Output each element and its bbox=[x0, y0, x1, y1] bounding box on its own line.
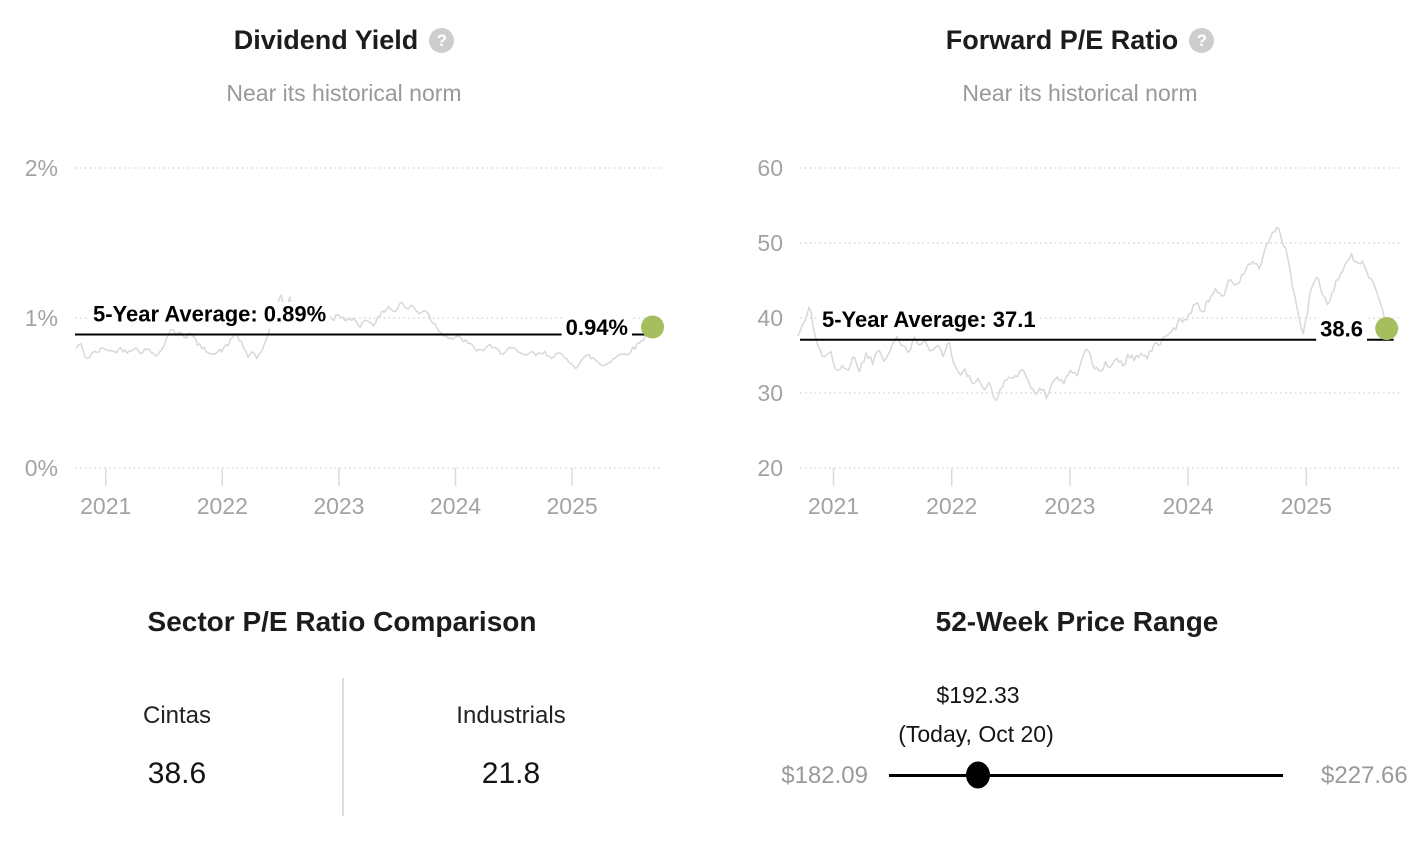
question-mark-icon[interactable]: ? bbox=[1189, 27, 1215, 53]
x-tick-label: 2021 bbox=[808, 493, 859, 519]
series-line bbox=[75, 294, 654, 370]
sector-pe-value: 21.8 bbox=[481, 757, 541, 790]
x-tick-label: 2021 bbox=[80, 493, 131, 519]
x-tick-label: 2023 bbox=[313, 493, 364, 519]
x-tick-label: 2023 bbox=[1044, 493, 1095, 519]
forward-pe-ratio-plot: 60 50 40 30 20 2021 2022 2023 2024 2025 5-Year Ave… bbox=[757, 155, 1400, 519]
x-tick-label: 2024 bbox=[430, 493, 481, 519]
section-title: Sector P/E Ratio Comparison bbox=[147, 606, 537, 637]
x-tick-label: 2025 bbox=[547, 493, 598, 519]
company-name-label: Cintas bbox=[142, 702, 212, 729]
average-label: 5-Year Average: 0.89% bbox=[93, 302, 326, 327]
chart-subtitle: Near its historical norm bbox=[962, 80, 1198, 106]
average-label-bg bbox=[89, 301, 331, 329]
current-value-label-bg bbox=[561, 315, 632, 343]
average-label: 5-Year Average: 37.1 bbox=[822, 307, 1036, 332]
dividend-yield-header: Dividend Yield ? Near its historical nor… bbox=[0, 22, 688, 107]
current-price-marker[interactable] bbox=[966, 761, 990, 789]
section-title: 52-Week Price Range bbox=[935, 606, 1219, 637]
chart-title: Dividend Yield bbox=[233, 24, 419, 55]
chart-subtitle: Near its historical norm bbox=[226, 80, 462, 106]
forward-pe-header: Forward P/E Ratio ? Near its historical … bbox=[736, 22, 1424, 107]
dividend-yield-plot: 2% 1% 0% 2021 2022 2023 2024 2025 5-Year Average… bbox=[25, 155, 665, 519]
forward-pe-title-row: Forward P/E Ratio ? bbox=[946, 22, 1215, 58]
current-value-label: 0.94% bbox=[566, 315, 628, 340]
x-tick-label: 2022 bbox=[197, 493, 248, 519]
range-max-label: $227.66 bbox=[1321, 762, 1408, 789]
current-value-dot bbox=[641, 315, 665, 339]
x-tick-label: 2022 bbox=[926, 493, 977, 519]
question-mark-icon[interactable]: ? bbox=[429, 27, 455, 53]
y-tick-label: 60 bbox=[757, 155, 783, 181]
current-value-dot bbox=[1375, 317, 1399, 340]
company-pe-value: 38.6 bbox=[147, 757, 207, 790]
y-tick-label: 30 bbox=[757, 380, 783, 406]
y-tick-label: 40 bbox=[757, 305, 783, 331]
x-tick-label: 2024 bbox=[1163, 493, 1214, 519]
chart-title: Forward P/E Ratio bbox=[945, 24, 1179, 55]
x-tick-label: 2025 bbox=[1281, 493, 1332, 519]
column-divider bbox=[342, 678, 344, 816]
price-range-track bbox=[889, 774, 1283, 777]
current-date-label: (Today, Oct 20) bbox=[898, 721, 1054, 747]
y-tick-label: 50 bbox=[757, 230, 783, 256]
average-label-bg bbox=[818, 307, 1040, 335]
dividend-yield-title-row: Dividend Yield ? bbox=[234, 22, 455, 58]
y-tick-label: 2% bbox=[25, 155, 58, 181]
range-min-label: $182.09 bbox=[781, 762, 868, 789]
current-price-label: $192.33 bbox=[936, 682, 1020, 708]
y-tick-label: 0% bbox=[25, 455, 58, 481]
current-value-label: 38.6 bbox=[1320, 317, 1363, 342]
y-tick-label: 1% bbox=[25, 305, 58, 331]
current-value-label-bg bbox=[1316, 316, 1367, 344]
y-tick-label: 20 bbox=[757, 455, 783, 481]
sector-name-label: Industrials bbox=[456, 702, 566, 729]
series-line bbox=[797, 226, 1388, 402]
